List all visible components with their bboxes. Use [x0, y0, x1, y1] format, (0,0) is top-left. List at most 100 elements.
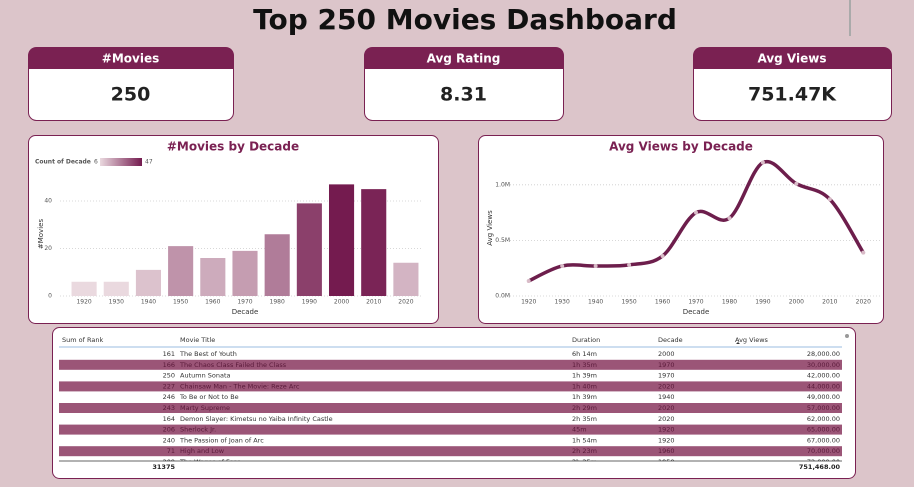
table-cell: 28,000.00 [807, 350, 840, 358]
legend-gradient [100, 158, 142, 166]
x-tick-label: 1980 [270, 299, 285, 306]
table-cell: The Chaos Class Failed the Class [179, 361, 287, 369]
legend-max: 47 [145, 159, 153, 166]
row-highlight [59, 381, 842, 392]
table-cell: 209 [163, 458, 175, 466]
table-cell: 2h 35m [572, 415, 597, 423]
table-cell: 1970 [658, 372, 675, 380]
table-cell: 166 [163, 361, 175, 369]
kpi-value: 8.31 [440, 84, 487, 106]
point [593, 263, 598, 268]
x-tick-label: 2010 [366, 299, 381, 306]
table-cell: 1960 [658, 447, 675, 455]
table-cell: 206 [163, 426, 175, 434]
table-cell: 1h 39m [572, 393, 597, 401]
total-cell: 751,468.00 [799, 463, 841, 471]
kpi-value: 751.47K [748, 84, 837, 106]
table-cell: 250 [163, 372, 175, 380]
table-cell: 161 [163, 350, 175, 358]
y-tick-label: 20 [44, 245, 52, 252]
x-tick-label: 1970 [237, 299, 252, 306]
x-tick-label: 1960 [655, 299, 670, 306]
kpi-value: 250 [111, 84, 151, 106]
column-header: Movie Title [180, 336, 215, 344]
y-tick-label: 40 [44, 198, 52, 205]
x-tick-label: 1940 [588, 299, 603, 306]
x-tick-label: 1960 [205, 299, 220, 306]
table-cell: 71 [167, 447, 175, 455]
table-cell: The Best of Youth [179, 350, 237, 358]
table-cell: Demon Slayer: Kimetsu no Yaiba Infinity … [180, 415, 333, 423]
table-cell: 1h 40m [572, 382, 597, 390]
table-cell: 1970 [658, 361, 675, 369]
table-cell: 2000 [658, 350, 675, 358]
table-cell: 1h 54m [572, 436, 597, 444]
table-cell: 1940 [658, 393, 675, 401]
table-cell: 49,000.00 [807, 393, 840, 401]
table-cell: Marty Supreme [180, 404, 230, 412]
x-tick-label: 2000 [334, 299, 349, 306]
bar [103, 281, 129, 296]
table-cell: To Be or Not to Be [179, 393, 239, 401]
bar [328, 184, 355, 296]
table-cell: 1h 39m [572, 372, 597, 380]
bar [264, 234, 290, 296]
table-cell: The Passion of Joan of Arc [179, 436, 264, 444]
bar [71, 281, 97, 296]
point [627, 262, 632, 267]
table-cell: 1950 [658, 458, 675, 466]
y-tick-label: 0 [48, 293, 52, 300]
x-axis-label: Decade [232, 308, 259, 316]
x-tick-label: 1920 [76, 299, 91, 306]
table-cell: 1920 [658, 436, 675, 444]
bar [200, 258, 226, 296]
table-cell: 2h 29m [572, 404, 597, 412]
x-tick-label: 1940 [141, 299, 156, 306]
x-tick-label: 1980 [722, 299, 737, 306]
table-cell: 2020 [658, 415, 675, 423]
table-cell: 67,000.00 [807, 436, 840, 444]
table-cell: 57,000.00 [807, 404, 840, 412]
table-cell: Chainsaw Man - The Movie: Reze Arc [180, 382, 300, 390]
point [660, 253, 665, 258]
table-cell: 243 [163, 404, 175, 412]
scroll-handle[interactable] [845, 334, 849, 338]
x-tick-label: 2020 [856, 299, 871, 306]
y-axis-label: Avg Views [486, 210, 494, 246]
point [827, 197, 832, 202]
table-cell: 70,000.00 [807, 447, 840, 455]
point [526, 278, 531, 283]
row-highlight [59, 446, 842, 457]
x-tick-label: 2020 [398, 299, 413, 306]
x-tick-label: 1990 [755, 299, 770, 306]
table-body: 161 The Best of Youth 6h 14m 2000 28,000.00 1… [59, 350, 842, 466]
y-tick-label: 1.0M [495, 181, 510, 188]
x-axis-label: Decade [683, 308, 710, 316]
table-cell: 1920 [658, 426, 675, 434]
table-cell: 1h 35m [572, 361, 597, 369]
x-tick-label: 1990 [302, 299, 317, 306]
legend-min: 6 [94, 159, 98, 166]
x-tick-label: 1970 [688, 299, 703, 306]
bar [393, 262, 419, 296]
kpi-card-header [693, 47, 892, 69]
bar [232, 250, 258, 296]
table-cell: 2020 [658, 404, 675, 412]
legend-title: Count of Decade [35, 159, 91, 166]
table-cell: 2h 25m [572, 458, 597, 466]
column-header: Avg Views [735, 336, 769, 344]
column-header: Sum of Rank [62, 336, 103, 344]
x-tick-label: 1930 [555, 299, 570, 306]
table-cell: 2h 23m [572, 447, 597, 455]
table-cell: 45m [572, 426, 587, 434]
table-cell: 2020 [658, 382, 675, 390]
sort-indicator [736, 342, 740, 344]
total-cell: 31375 [152, 463, 175, 471]
kpi-card-header [364, 47, 564, 69]
row-highlight [59, 424, 842, 435]
x-tick-label: 1950 [173, 299, 188, 306]
dashboard-title: Top 250 Movies Dashboard [253, 3, 677, 36]
point [727, 216, 732, 221]
kpi-label: #Movies [102, 52, 159, 66]
table-cell: 44,000.00 [807, 382, 840, 390]
